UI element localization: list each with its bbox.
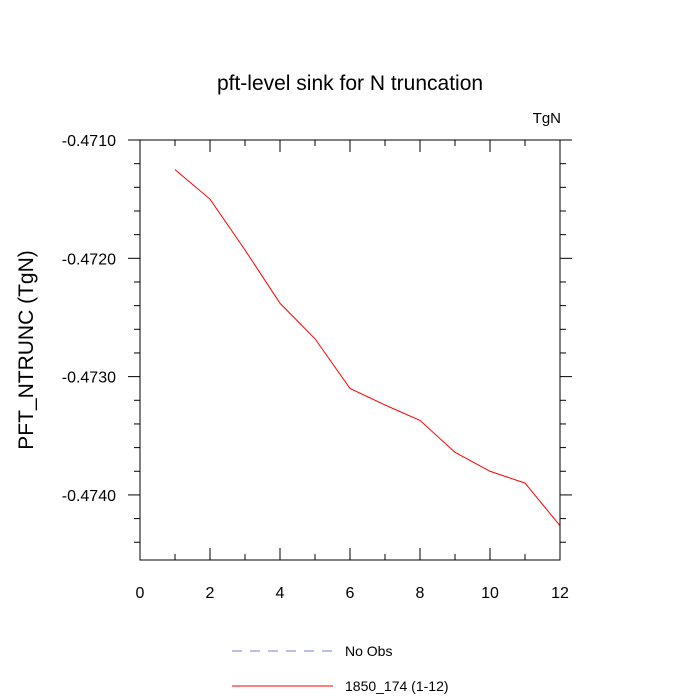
series-line — [174, 169, 561, 527]
y-tick-label: -0.4710 — [62, 133, 116, 150]
x-tick-label: 4 — [276, 585, 285, 602]
units-label: TgN — [533, 110, 561, 127]
y-tick-label: -0.4740 — [62, 488, 116, 505]
x-tick-label: 8 — [416, 585, 425, 602]
legend: No Obs 1850_174 (1-12) — [232, 643, 449, 694]
chart-title: pft-level sink for N truncation — [217, 72, 483, 95]
y-axis-label: PFT_NTRUNC (TgN) — [15, 250, 38, 450]
x-tick-label: 6 — [346, 585, 355, 602]
y-tick-label: -0.4720 — [62, 251, 116, 268]
x-tick-label: 12 — [551, 585, 569, 602]
legend-label: 1850_174 (1-12) — [345, 678, 449, 694]
legend-label: No Obs — [345, 643, 392, 659]
axis-ticks: 0 2 4 6 8 10 12 -0.4710 -0.4720 -0.4730 -0.4740 — [62, 133, 572, 602]
plot-frame — [139, 139, 561, 561]
y-tick-label: -0.4730 — [62, 370, 116, 387]
x-tick-label: 10 — [481, 585, 499, 602]
series-layer — [174, 169, 561, 527]
x-tick-label: 0 — [136, 585, 145, 602]
x-tick-label: 2 — [206, 585, 215, 602]
